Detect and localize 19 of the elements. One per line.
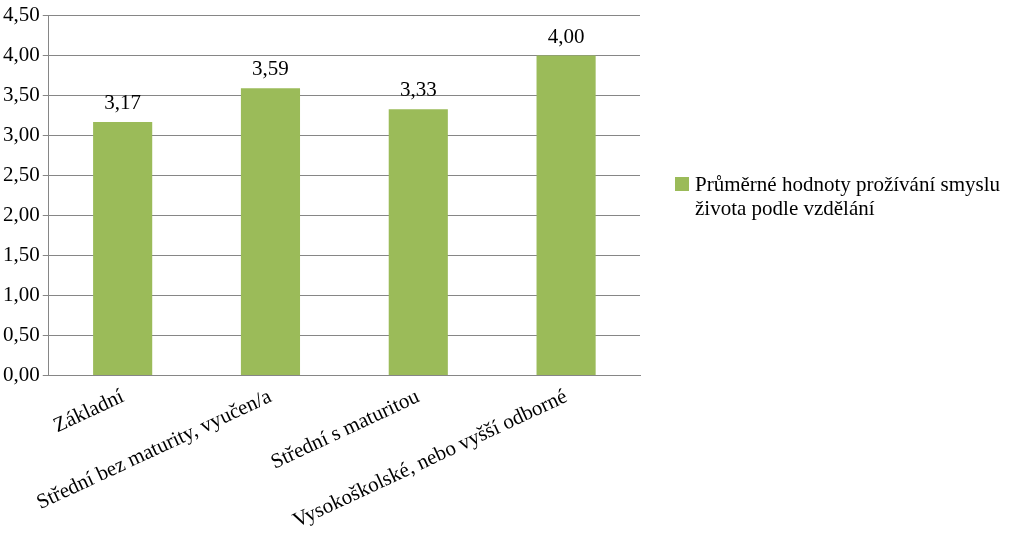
data-label: 3,59 <box>252 56 289 81</box>
legend-label: Průměrné hodnoty prožívání smyslu života podle vzdělání <box>695 171 1002 220</box>
y-tick-label: 3,50 <box>3 82 40 107</box>
bar <box>388 109 448 375</box>
y-tick-label: 3,00 <box>3 122 40 147</box>
data-label: 3,17 <box>104 89 142 114</box>
bar <box>536 55 596 375</box>
y-tick-label: 2,50 <box>3 162 40 187</box>
y-tick-label: 2,00 <box>3 202 40 227</box>
y-tick-label: 0,50 <box>3 321 40 346</box>
y-tick-label: 0,00 <box>3 361 40 386</box>
y-tick-label: 4,50 <box>3 2 40 27</box>
y-tick-label: 1,50 <box>3 242 40 267</box>
y-tick-label: 4,00 <box>3 42 40 67</box>
bar <box>93 121 153 375</box>
data-label: 4,00 <box>547 23 585 48</box>
data-label: 3,33 <box>399 77 437 102</box>
y-tick-label: 1,00 <box>3 282 40 306</box>
bar <box>240 88 301 375</box>
